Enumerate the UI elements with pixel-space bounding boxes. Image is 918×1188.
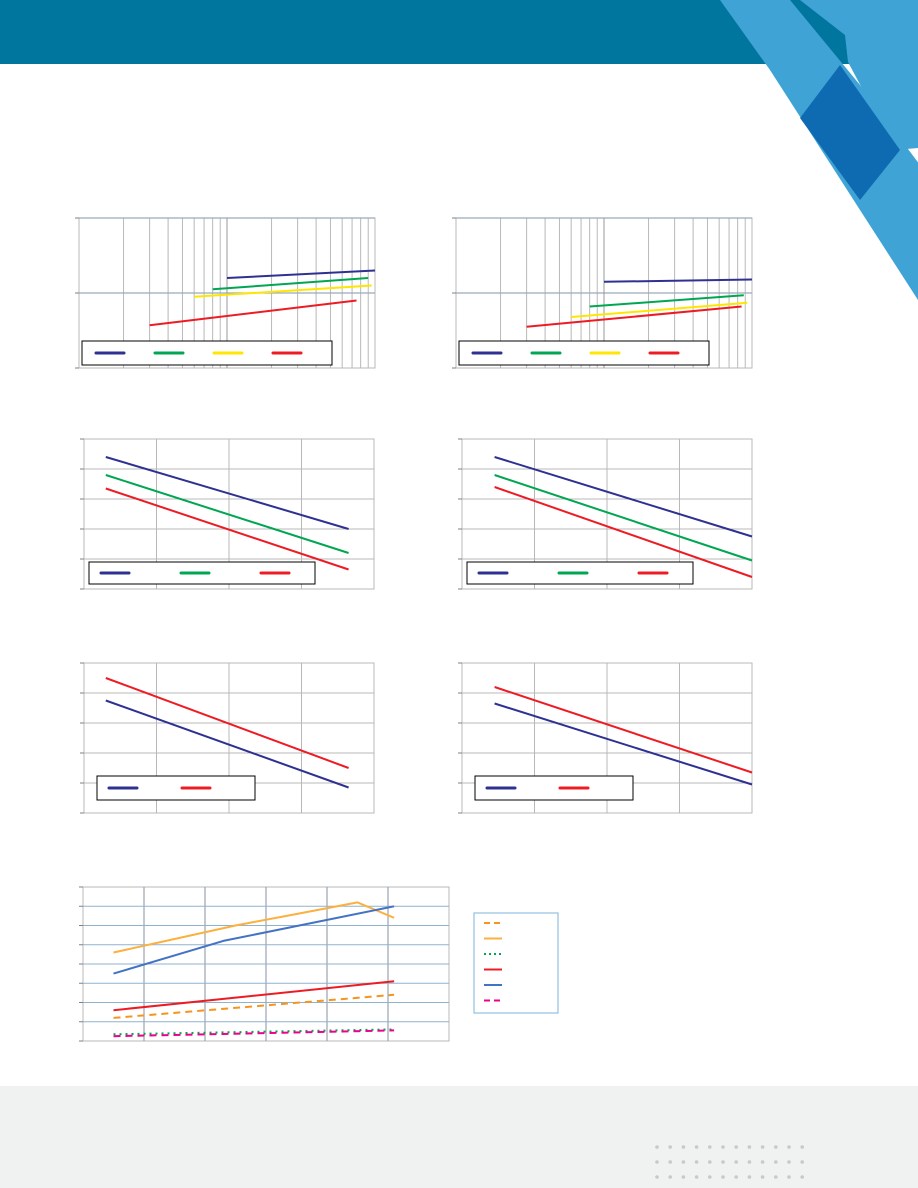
chart-1 [75,217,376,369]
corner-stripe-light-2 [800,0,918,150]
series-line-2 [212,277,369,291]
dot [668,1145,672,1149]
dot [655,1145,659,1149]
series-line-6 [113,1029,395,1038]
corner-decoration [720,0,918,300]
dot [721,1160,725,1164]
dot [734,1145,738,1149]
series-line-1 [113,993,395,1019]
dot-grid-decoration [655,1145,804,1179]
legend-box [473,912,559,1014]
dot [774,1175,778,1179]
series-line-4 [113,980,395,1012]
series-line-1 [494,702,753,786]
dot [734,1160,738,1164]
series-line-3 [105,487,349,571]
dot [694,1175,699,1179]
series-line-1 [105,699,349,789]
dot [787,1160,791,1164]
series-line-1 [226,269,376,279]
dot [708,1145,712,1149]
dot [655,1175,659,1179]
series-line-2 [494,686,753,774]
dot [747,1160,752,1164]
dot [787,1175,791,1179]
chart-3 [80,438,375,590]
chart-5 [80,662,375,814]
dot [681,1175,686,1179]
dot [681,1160,686,1164]
dot [760,1145,765,1149]
dot [655,1160,659,1164]
corner-stripe-dark [800,65,900,200]
series-line-2 [105,677,349,769]
series-line-5 [113,905,395,975]
series-line-3 [494,486,753,578]
series-line-3 [194,284,372,298]
chart-6 [458,662,753,814]
dot [668,1160,672,1164]
footer-band [0,1086,918,1188]
dot [721,1175,725,1179]
dot [668,1175,672,1179]
series-line-2 [105,474,349,554]
dot [800,1175,804,1179]
dot [760,1160,765,1164]
dot [760,1175,765,1179]
dot [721,1145,725,1149]
dot [747,1145,752,1149]
series-line-1 [105,456,349,530]
dot [774,1160,778,1164]
series-line-4 [526,305,742,328]
series-line-1 [603,278,753,283]
series-line-2 [494,474,753,562]
dot [708,1175,712,1179]
dot [708,1160,712,1164]
chart-7 [79,886,559,1042]
series-line-3 [113,1028,395,1036]
series-line-2 [113,901,395,954]
dot [800,1160,804,1164]
dot [774,1145,778,1149]
series-line-3 [571,301,748,318]
dot [681,1145,686,1149]
series-line-2 [589,294,744,308]
dot [734,1175,738,1179]
dot [694,1145,699,1149]
series-line-1 [494,456,753,538]
dot [800,1145,804,1149]
dot [694,1160,699,1164]
dot [787,1145,791,1149]
series-line-4 [149,299,357,327]
chart-4 [458,438,753,590]
chart-2 [452,217,753,369]
dot [747,1175,752,1179]
